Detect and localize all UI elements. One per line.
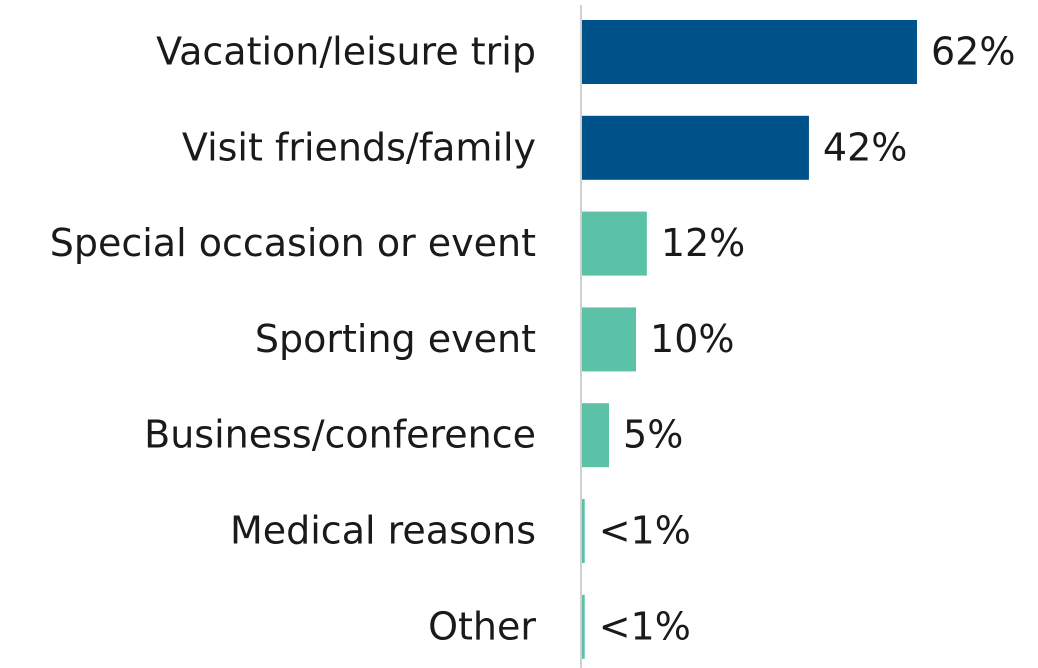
value-label: 12% <box>661 221 745 265</box>
bar <box>582 499 585 563</box>
category-label: Special occasion or event <box>50 221 536 265</box>
category-label: Medical reasons <box>230 509 536 553</box>
bar <box>582 594 585 659</box>
category-label: Sporting event <box>255 317 536 361</box>
bar <box>582 20 917 84</box>
value-label: 10% <box>650 317 734 361</box>
bar <box>582 307 637 372</box>
category-label: Vacation/leisure trip <box>156 30 536 74</box>
value-label: 42% <box>823 125 907 169</box>
value-label: <1% <box>599 604 691 648</box>
category-label: Other <box>428 604 536 648</box>
value-label: <1% <box>599 509 691 553</box>
category-label: Visit friends/family <box>182 125 536 169</box>
bar <box>582 211 647 276</box>
value-label: 62% <box>931 30 1015 74</box>
bar <box>582 403 610 468</box>
bar <box>582 115 809 180</box>
value-label: 5% <box>623 413 683 457</box>
category-label: Business/conference <box>144 413 536 457</box>
